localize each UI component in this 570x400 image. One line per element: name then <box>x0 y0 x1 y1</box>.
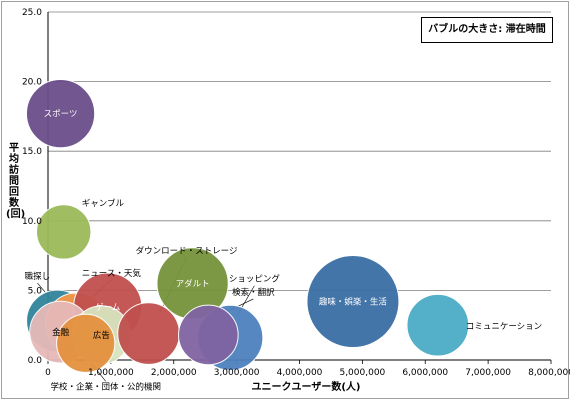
bubble <box>56 313 116 373</box>
x-tick-label: 0 <box>45 368 51 378</box>
x-tick-label: 2,000,000 <box>151 368 197 378</box>
bubble-label: スポーツ <box>44 110 78 120</box>
bubbles <box>25 79 470 373</box>
bubble-label: コミュニケーション <box>466 322 542 332</box>
bubble <box>306 255 400 349</box>
bubble-label: ニュース・天気 <box>82 268 142 279</box>
bubble <box>178 304 239 366</box>
x-tick-label: 6,000,000 <box>402 368 448 378</box>
bubble <box>36 204 92 260</box>
y-tick-label: 20.0 <box>22 78 42 88</box>
y-tick-label: 25.0 <box>22 8 42 18</box>
bubble-label: 趣味・娯楽・生活 <box>319 297 388 308</box>
x-tick-label: 8,000,000 <box>528 368 570 378</box>
bubble-label: 職探し <box>25 271 51 282</box>
x-tick-label: 5,000,000 <box>339 368 385 378</box>
x-tick-label: 3,000,000 <box>214 368 260 378</box>
bubble-size-legend: バブルの大きさ: 滞在時間 <box>421 17 553 43</box>
bubble-label: 金融 <box>52 327 70 338</box>
bubble-label: 学校・企業・団体・公的機関 <box>50 381 161 392</box>
bubble <box>25 79 96 149</box>
bubble-label: 広告 <box>93 330 110 341</box>
x-tick-label: 7,000,000 <box>465 368 511 378</box>
y-tick-label: 0.0 <box>28 356 43 366</box>
x-axis-title: ユニークユーザー数(人) <box>251 382 361 393</box>
bubble-label: ショッピング <box>229 274 281 285</box>
y-tick-label: 10.0 <box>22 217 42 227</box>
bubble-label: ゲーム <box>95 302 120 313</box>
bubble-label: ギャンブル <box>82 198 125 209</box>
bubble <box>406 293 470 357</box>
bubble-label: アダルト <box>176 278 210 289</box>
y-tick-label: 5.0 <box>28 286 43 296</box>
bubble <box>117 302 180 365</box>
y-axis-title: 平均訪問回数(回) <box>6 143 26 220</box>
x-tick-label: 1,000,000 <box>88 368 134 378</box>
grid-lines <box>48 11 551 291</box>
x-tick-label: 4,000,000 <box>277 368 323 378</box>
tick-labels: 0.0 5.0 10.0 15.0 20.0 25.0 0 1,000,000 2,000,00… <box>22 8 570 378</box>
y-tick-label: 15.0 <box>22 147 42 157</box>
bubble-label: 検索・翻訳 <box>232 287 275 298</box>
bubble-label: ダウンロード・ストレージ <box>136 246 238 257</box>
